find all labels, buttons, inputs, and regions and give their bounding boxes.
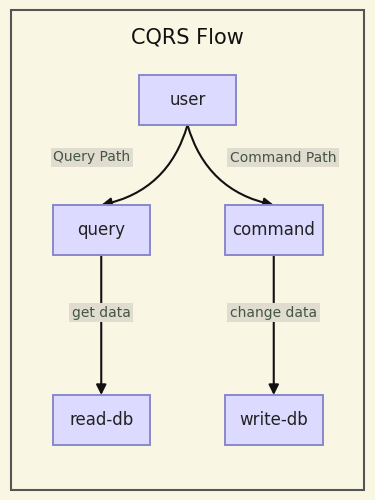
Text: user: user (170, 91, 206, 109)
Text: command: command (232, 221, 315, 239)
FancyBboxPatch shape (139, 75, 236, 125)
Text: change data: change data (230, 306, 317, 320)
Text: query: query (77, 221, 125, 239)
Text: get data: get data (72, 306, 130, 320)
Text: write-db: write-db (239, 411, 308, 429)
FancyBboxPatch shape (53, 205, 150, 255)
FancyBboxPatch shape (53, 395, 150, 445)
Text: Command Path: Command Path (230, 150, 336, 164)
Text: Query Path: Query Path (53, 150, 130, 164)
Text: CQRS Flow: CQRS Flow (131, 28, 244, 48)
Text: read-db: read-db (69, 411, 134, 429)
FancyBboxPatch shape (225, 205, 322, 255)
FancyBboxPatch shape (225, 395, 322, 445)
